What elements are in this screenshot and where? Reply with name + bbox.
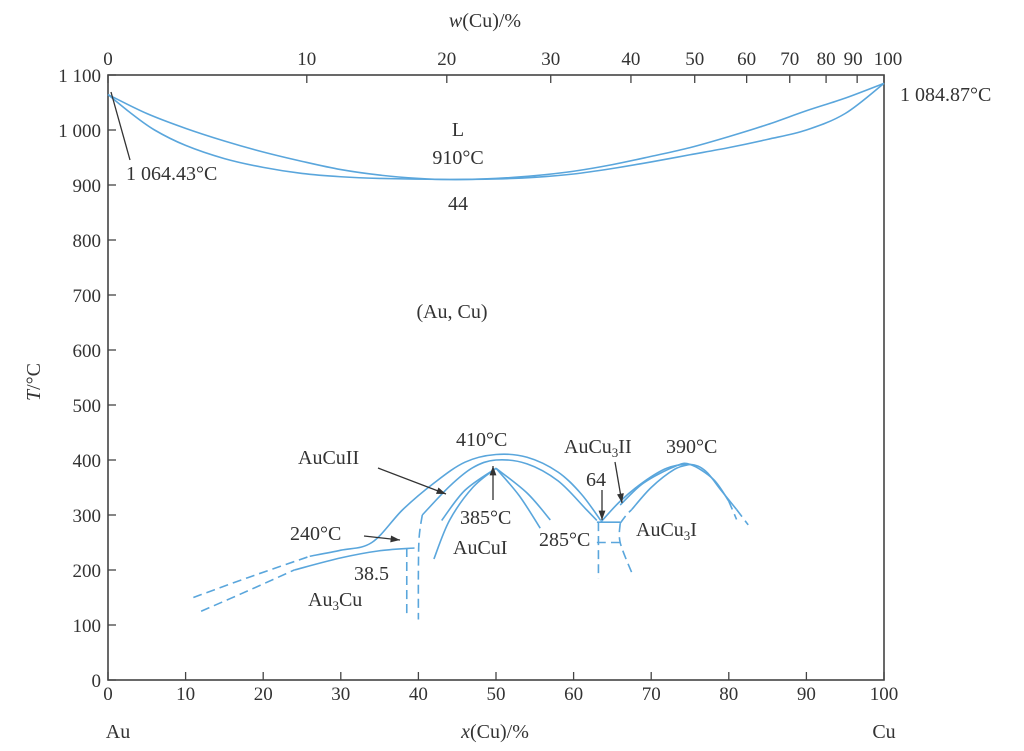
top-tick-label: 30	[541, 49, 560, 70]
phase-boundary-dashed	[728, 500, 738, 520]
label-38-5: 38.5	[354, 563, 389, 585]
x-tick-label: 0	[103, 684, 113, 705]
label-aucu2: AuCuII	[298, 447, 359, 469]
end-label-cu: Cu	[872, 721, 895, 743]
y-tick-label: 900	[73, 176, 102, 197]
x-tick-label: 100	[870, 684, 899, 705]
phase-boundary-dashed	[619, 508, 633, 524]
label-385: 385°C	[460, 507, 511, 529]
phase-boundary-dashed	[618, 523, 633, 574]
top-tick-label: 50	[685, 49, 704, 70]
label-390: 390°C	[666, 436, 717, 458]
x-tick-label: 20	[254, 684, 273, 705]
phase-boundary-solid	[421, 459, 598, 522]
top-tick-label: 60	[737, 49, 756, 70]
leader-line	[110, 91, 131, 161]
phase-boundary-solid	[107, 82, 885, 181]
x-tick-label: 70	[642, 684, 661, 705]
phase-boundary-solid	[495, 467, 541, 529]
top-tick-label: 80	[817, 49, 836, 70]
y-tick-label: 300	[73, 506, 102, 527]
x-tick-label: 80	[719, 684, 738, 705]
phase-boundary-solid	[619, 462, 730, 506]
x-axis-title: x(Cu)/%	[460, 721, 529, 743]
arrowhead-icon	[436, 487, 446, 494]
arrowhead-icon	[489, 466, 497, 476]
phase-boundary-solid	[441, 467, 497, 521]
y-tick-label: 100	[73, 616, 102, 637]
label-285: 285°C	[539, 529, 590, 551]
label-44: 44	[448, 193, 468, 215]
x-tick-label: 30	[331, 684, 350, 705]
phase-boundary-solid	[309, 453, 602, 558]
y-axis-title: T/°C	[23, 363, 45, 401]
phase-boundary-solid	[433, 467, 497, 560]
y-tick-label: 500	[73, 396, 102, 417]
top-tick-label: 10	[297, 49, 316, 70]
label-240: 240°C	[290, 523, 341, 545]
end-label-au: Au	[106, 721, 130, 743]
phase-boundary-solid	[294, 547, 415, 571]
x-tick-label: 50	[487, 684, 506, 705]
phase-boundary-dashed	[417, 514, 424, 620]
phase-boundary-dashed	[200, 569, 295, 612]
y-tick-label: 700	[73, 286, 102, 307]
label-liquid: L	[452, 119, 464, 141]
annotation-arrows	[110, 91, 624, 543]
y-tick-label: 200	[73, 561, 102, 582]
label-au3cu: Au3Cu	[308, 589, 362, 613]
y-tick-label: 1 100	[58, 66, 101, 87]
top-tick-label: 100	[874, 49, 903, 70]
phase-boundary-dashed	[735, 509, 749, 526]
y-tick-label: 400	[73, 451, 102, 472]
phase-boundary-solid	[107, 82, 885, 181]
top-tick-label: 90	[844, 49, 863, 70]
top-axis-title: w(Cu)/%	[449, 10, 521, 32]
phase-boundary-solid	[495, 467, 551, 521]
x-tick-label: 10	[176, 684, 195, 705]
label-64: 64	[586, 469, 606, 491]
arrowhead-icon	[390, 535, 400, 543]
axes: 0 10 20 30 40 50 60 70 80 90 100 0 10 20 30 40 50 60 70 80 9…	[58, 49, 902, 705]
plot-frame	[107, 74, 885, 681]
label-cu-melting: 1 084.87°C	[900, 84, 991, 106]
x-tick-label: 40	[409, 684, 428, 705]
label-solid-solution: (Au, Cu)	[416, 301, 487, 323]
arrowhead-icon	[598, 510, 606, 520]
leader-line	[377, 467, 447, 495]
phase-boundary-dashed	[193, 555, 311, 599]
y-tick-label: 1 000	[58, 121, 101, 142]
phase-boundary-solid	[631, 463, 691, 511]
label-au-melting: 1 064.43°C	[126, 163, 217, 185]
top-tick-label: 70	[780, 49, 799, 70]
y-tick-label: 800	[73, 231, 102, 252]
y-tick-label: 600	[73, 341, 102, 362]
label-aucu3-2: AuCu3II	[564, 436, 632, 460]
arrowhead-icon	[617, 493, 624, 503]
top-tick-label: 0	[103, 49, 113, 70]
label-910: 910°C	[432, 147, 483, 169]
label-aucu3-1: AuCu3I	[636, 519, 697, 543]
top-tick-label: 40	[621, 49, 640, 70]
top-tick-label: 20	[437, 49, 456, 70]
y-tick-label: 0	[92, 671, 102, 692]
x-tick-label: 90	[797, 684, 816, 705]
label-410: 410°C	[456, 429, 507, 451]
label-aucu1: AuCuI	[453, 537, 507, 559]
phase-boundaries	[107, 82, 885, 620]
x-tick-label: 60	[564, 684, 583, 705]
